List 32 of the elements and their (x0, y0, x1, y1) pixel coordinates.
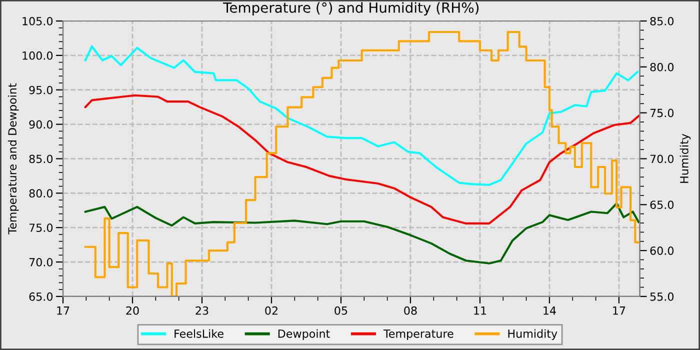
x-tick-label: 20 (126, 306, 139, 315)
y-tick-label: 95.0 (29, 86, 53, 94)
y2-tick-label: 60.0 (650, 246, 674, 255)
y-tick-label: 75.0 (29, 224, 53, 232)
x-tick-label: 08 (404, 306, 417, 315)
y2-tick-label: 55.0 (650, 292, 674, 301)
y-tick-label: 100.0 (22, 51, 53, 60)
y-tick-label: 90.0 (29, 120, 53, 129)
legend-label: FeelsLike (174, 329, 224, 338)
y-tick-label: 85.0 (29, 154, 53, 164)
x-tick-label: 17 (613, 306, 626, 315)
x-tick-label: 14 (544, 306, 556, 315)
y2-tick-label: 65.0 (650, 200, 674, 210)
legend-label: Dewpoint (278, 329, 330, 340)
y2-tick-label: 70.0 (650, 154, 674, 164)
y-tick-label: 80.0 (29, 189, 53, 198)
y2-tick-label: 75.0 (650, 108, 674, 118)
y-tick-label: 65.0 (29, 292, 53, 301)
x-tick-label: 11 (474, 306, 486, 315)
y2-tick-label: 85.0 (650, 16, 674, 26)
x-tick-label: 17 (57, 306, 70, 315)
y2-tick-label: 80.0 (650, 62, 674, 72)
x-tick-label: 05 (334, 306, 348, 315)
legend-label: Humidity (508, 329, 558, 340)
x-tick-label: 23 (196, 306, 208, 315)
y-tick-label: 70.0 (29, 258, 53, 266)
legend-label: Temperature (383, 330, 454, 340)
chart-title: Temperature (°) and Humidity (RH%) (223, 2, 479, 16)
x-tick-label: 02 (265, 306, 278, 315)
y-tick-label: 105.0 (22, 16, 53, 26)
y-axis-title: Temperature and Dewpoint (8, 83, 19, 234)
y2-axis-title: Humidity (680, 134, 691, 183)
